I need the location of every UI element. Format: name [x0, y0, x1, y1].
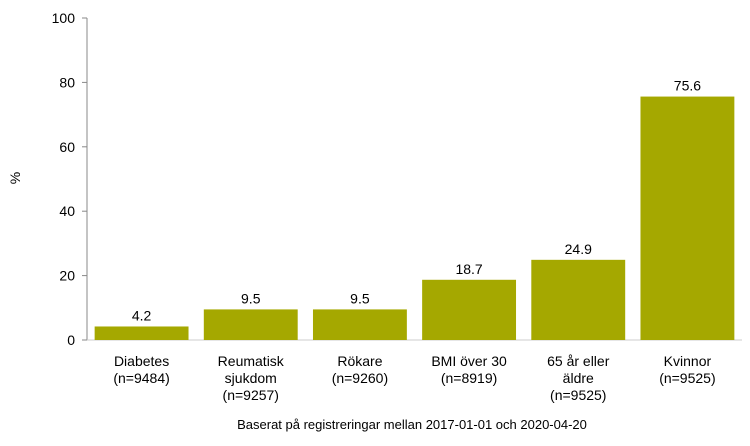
x-tick-label: Kvinnor (n=9525) — [659, 353, 715, 386]
bar-value-label: 75.6 — [674, 78, 701, 94]
bar — [94, 326, 189, 340]
bar-value-label: 9.5 — [350, 290, 370, 306]
y-tick-label: 0 — [67, 332, 75, 348]
bar — [312, 309, 407, 340]
bar — [640, 96, 735, 341]
x-tick-label: Diabetes (n=9484) — [113, 353, 169, 386]
x-axis-labels: Diabetes (n=9484) Reumatisk sjukdom (n=9257)… — [113, 353, 715, 403]
y-tick-label: 100 — [52, 10, 76, 26]
y-tick-label: 20 — [59, 268, 75, 284]
bar-value-label: 24.9 — [565, 241, 592, 257]
bar-value-label: 18.7 — [455, 261, 482, 277]
bar — [531, 259, 626, 340]
bar — [203, 309, 298, 340]
y-tick-label: 80 — [59, 74, 75, 90]
bar-value-label: 4.2 — [132, 307, 152, 323]
bar — [422, 279, 517, 340]
footnote: Baserat på registreringar mellan 2017-01… — [237, 417, 587, 432]
x-tick-label: BMI över 30 (n=8919) — [431, 353, 507, 386]
bar-value-label: 9.5 — [241, 290, 261, 306]
x-tick-label: 65 år eller äldre (n=9525) — [547, 353, 610, 403]
x-tick-label: Rökare (n=9260) — [332, 353, 388, 386]
x-tick-label: Reumatisk sjukdom (n=9257) — [218, 353, 285, 403]
bars: 4.2 9.5 9.5 18.7 24.9 75.6 — [94, 78, 735, 341]
y-axis: 0 20 40 60 80 100 — [52, 10, 742, 348]
y-axis-label: % — [7, 172, 23, 184]
y-tick-label: 40 — [59, 203, 75, 219]
y-tick-label: 60 — [59, 139, 75, 155]
